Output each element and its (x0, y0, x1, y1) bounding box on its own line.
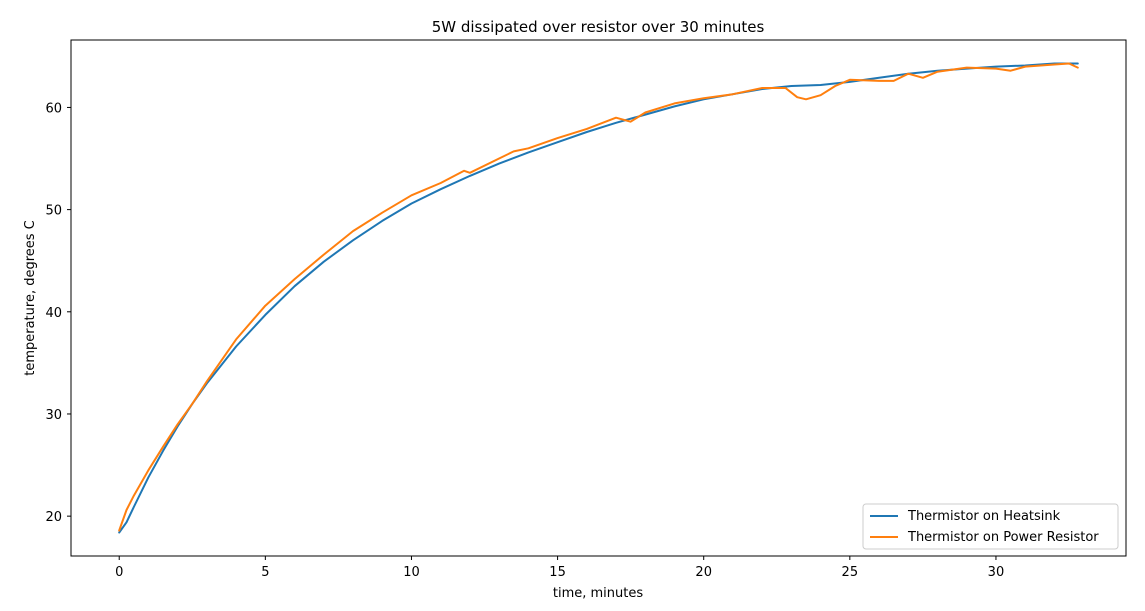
plot-frame (70, 39, 1127, 557)
y-tick-label: 20 (45, 510, 62, 525)
plot-area (70, 39, 1127, 557)
y-axis: 20 30 40 50 60 (45, 101, 71, 525)
x-tick-label: 30 (988, 565, 1005, 580)
x-tick-label: 15 (549, 565, 566, 580)
x-tick-label: 0 (115, 565, 123, 580)
x-axis: 0 5 10 15 20 25 30 (115, 556, 1004, 580)
legend-label-heatsink: Thermistor on Heatsink (907, 509, 1061, 524)
y-tick-label: 50 (45, 204, 62, 219)
y-tick-label: 40 (45, 306, 62, 321)
series-group (118, 62, 1079, 534)
legend-frame (862, 503, 1119, 550)
y-axis-label: temperature, degrees C (23, 220, 38, 376)
chart-title: 5W dissipated over resistor over 30 minu… (432, 18, 765, 36)
x-tick-label: 10 (403, 565, 420, 580)
x-axis-label: time, minutes (553, 586, 643, 601)
legend-label-power-resistor: Thermistor on Power Resistor (907, 530, 1099, 545)
y-tick-label: 30 (45, 408, 62, 423)
legend: Thermistor on Heatsink Thermistor on Pow… (862, 503, 1119, 550)
x-tick-label: 20 (695, 565, 712, 580)
y-tick-label: 60 (45, 101, 62, 116)
x-tick-label: 5 (261, 565, 269, 580)
x-tick-label: 25 (842, 565, 859, 580)
series-line-power-resistor (118, 62, 1079, 532)
